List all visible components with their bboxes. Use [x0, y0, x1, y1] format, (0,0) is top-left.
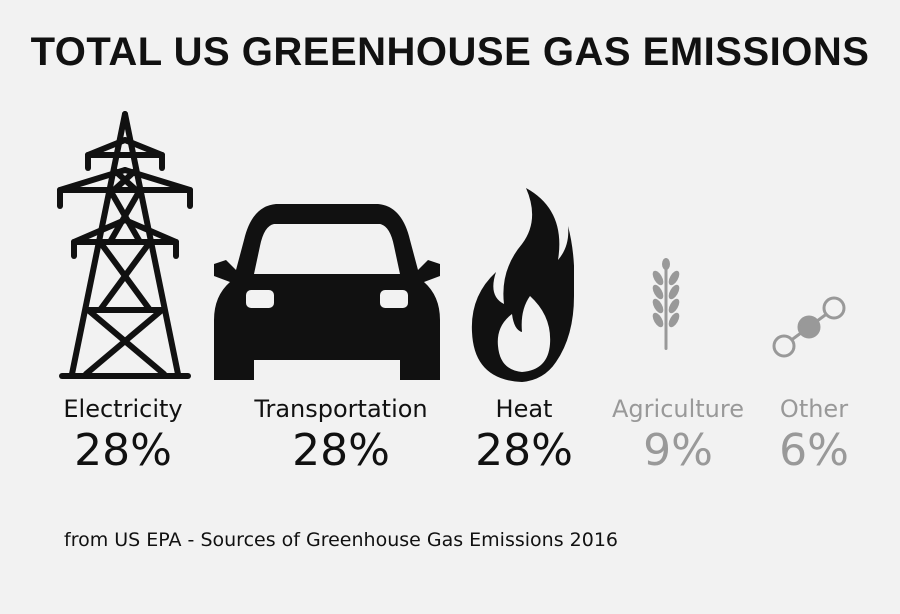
category-electricity: Electricity 28% [40, 395, 206, 477]
category-label: Electricity [63, 395, 183, 423]
category-heat: Heat 28% [462, 395, 586, 477]
category-value: 9% [643, 425, 713, 476]
category-transportation: Transportation 28% [238, 395, 444, 477]
wheat-icon [652, 258, 680, 350]
transmission-tower-icon [57, 111, 193, 379]
category-value: 28% [475, 425, 573, 476]
category-value: 6% [779, 425, 849, 476]
molecule-icon [772, 296, 846, 358]
flame-icon [471, 188, 574, 382]
category-value: 28% [292, 425, 390, 476]
category-value: 28% [74, 425, 172, 476]
source-note: from US EPA - Sources of Greenhouse Gas … [64, 529, 618, 551]
category-label: Other [779, 395, 849, 423]
category-label: Transportation [254, 395, 428, 423]
category-label: Heat [495, 395, 553, 423]
category-label: Agriculture [612, 395, 744, 423]
chart-title: TOTAL US GREENHOUSE GAS EMISSIONS [30, 30, 870, 74]
car-icon [214, 204, 440, 380]
category-agriculture: Agriculture 9% [598, 395, 758, 477]
category-other: Other 6% [766, 395, 862, 477]
